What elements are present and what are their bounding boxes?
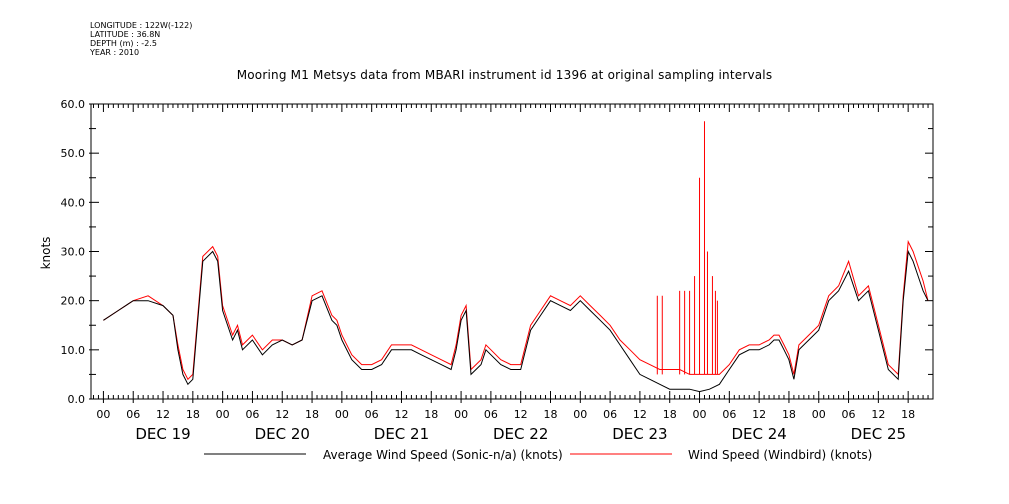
x-tick-label: 18 (901, 408, 915, 421)
day-label: DEC 21 (374, 425, 429, 443)
x-axis: 00 06 12 18 00 06 12 18 00 06 12 18 00 06 12 18 00 06 12 18… (92, 104, 934, 443)
y-tick-label: 60.0 (61, 98, 86, 111)
x-tick-label: 06 (365, 408, 379, 421)
y-tick-label: 20.0 (61, 295, 86, 308)
series-lines (103, 121, 929, 393)
day-label: DEC 20 (255, 425, 310, 443)
x-tick-label: 00 (216, 408, 230, 421)
x-tick-label: 00 (812, 408, 826, 421)
latitude-text: LATITUDE : 36.8N (90, 30, 161, 39)
day-label: DEC 22 (493, 425, 548, 443)
x-tick-label: 12 (156, 408, 170, 421)
series-line-average (103, 249, 929, 393)
year-text: YEAR : 2010 (90, 48, 140, 57)
x-tick-label: 18 (424, 408, 438, 421)
x-tick-label: 06 (603, 408, 617, 421)
y-axis: 0.0 10.0 20.0 30.0 40.0 50.0 60.0 (61, 98, 933, 406)
x-tick-label: 12 (275, 408, 289, 421)
x-tick-label: 18 (186, 408, 200, 421)
x-tick-label: 12 (871, 408, 885, 421)
x-tick-label: 06 (484, 408, 498, 421)
x-tick-label: 06 (842, 408, 856, 421)
longitude-text: LONGITUDE : 122W(-122) (90, 21, 193, 30)
x-tick-label: 00 (693, 408, 707, 421)
x-tick-label: 00 (335, 408, 349, 421)
x-tick-label: 00 (96, 408, 110, 421)
x-tick-label: 00 (573, 408, 587, 421)
x-tick-label: 00 (454, 408, 468, 421)
station-metadata: LONGITUDE : 122W(-122) LATITUDE : 36.8N … (90, 21, 192, 57)
x-tick-label: 12 (514, 408, 528, 421)
x-tick-label: 18 (543, 408, 557, 421)
plot-border (90, 103, 934, 400)
x-tick-label: 06 (126, 408, 140, 421)
x-tick-label: 18 (305, 408, 319, 421)
y-tick-label: 40.0 (61, 196, 86, 209)
legend-label-average: Average Wind Speed (Sonic-n/a) (knots) (323, 448, 563, 462)
x-tick-label: 18 (663, 408, 677, 421)
x-tick-label: 12 (394, 408, 408, 421)
x-tick-label: 18 (782, 408, 796, 421)
legend-label-windbird: Wind Speed (Windbird) (knots) (688, 448, 872, 462)
plot-frame (90, 103, 934, 400)
series-line-windbird (103, 239, 929, 381)
chart-title: Mooring M1 Metsys data from MBARI instru… (236, 68, 773, 82)
day-label: DEC 25 (851, 425, 906, 443)
y-tick-label: 0.0 (68, 393, 86, 406)
y-axis-label: knots (39, 237, 53, 270)
depth-text: DEPTH (m) : -2.5 (90, 39, 157, 48)
y-tick-label: 50.0 (61, 147, 86, 160)
y-tick-label: 10.0 (61, 344, 86, 357)
x-tick-label: 06 (722, 408, 736, 421)
x-tick-label: 06 (245, 408, 259, 421)
day-label: DEC 23 (612, 425, 667, 443)
x-tick-label: 12 (752, 408, 766, 421)
legend: Average Wind Speed (Sonic-n/a) (knots) Wi… (204, 448, 872, 462)
x-tick-label: 12 (633, 408, 647, 421)
day-label: DEC 19 (135, 425, 190, 443)
y-tick-label: 30.0 (61, 246, 86, 259)
day-label: DEC 24 (731, 425, 786, 443)
